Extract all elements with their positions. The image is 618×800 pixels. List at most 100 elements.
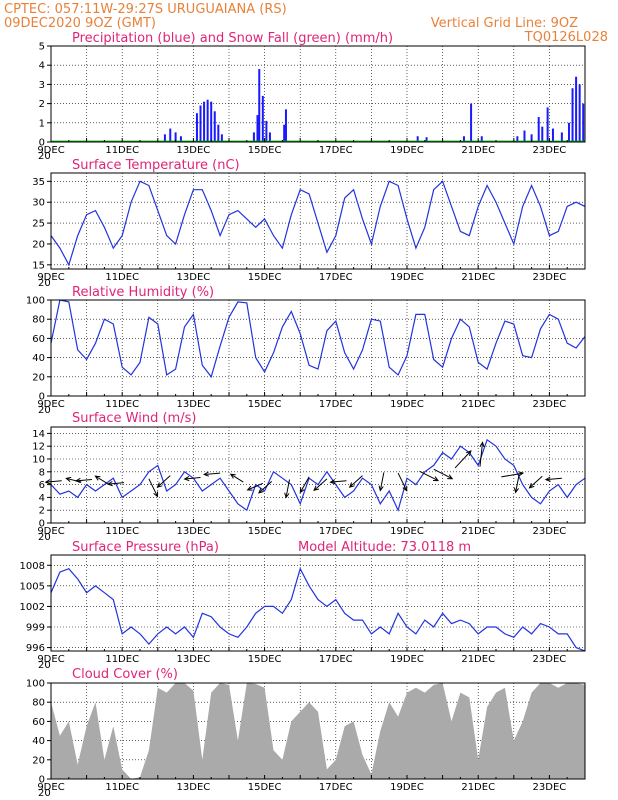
y-tick-label: 80 — [32, 698, 45, 709]
wind-arrow — [379, 472, 385, 491]
wind-arrow-head — [447, 474, 454, 480]
cloud-cover-area — [51, 683, 585, 779]
y-tick-label: 60 — [32, 717, 45, 728]
y-tick-label: 1008 — [20, 561, 45, 572]
wind-arrow — [285, 479, 291, 498]
x-year-label: 20 — [38, 532, 51, 543]
y-tick-label: 14 — [32, 429, 45, 440]
series-line — [50, 180, 586, 267]
wind-arrow — [75, 478, 92, 482]
wind-arrow-head — [513, 487, 519, 494]
x-tick-label: 15DEC — [248, 654, 282, 665]
precipitation-bar — [268, 132, 271, 142]
x-tick-label: 21DEC — [461, 782, 495, 793]
y-tick-label: 5 — [39, 42, 45, 53]
x-tick-label: 23DEC — [533, 654, 567, 665]
y-tick-label: 80 — [32, 315, 45, 326]
x-tick-label: 13DEC — [177, 782, 211, 793]
wind-arrow — [247, 482, 264, 491]
y-tick-label: 20 — [32, 239, 45, 250]
precipitation-bar — [425, 137, 428, 142]
x-tick-label: 15DEC — [248, 782, 282, 793]
y-tick-label: 30 — [32, 198, 45, 209]
precipitation-bar — [284, 109, 287, 142]
precipitation-bar — [174, 132, 177, 142]
precipitation-bar — [258, 69, 261, 142]
y-tick-label: 12 — [32, 442, 45, 453]
y-tick-label: 0 — [39, 519, 45, 530]
x-tick-label: 11DEC — [105, 272, 139, 283]
wind-arrow-head — [348, 482, 355, 488]
x-year-label: 20 — [38, 405, 51, 416]
y-tick-label: 1 — [39, 118, 45, 129]
wind-arrow-head — [246, 485, 253, 491]
y-tick-label: 0 — [39, 392, 45, 403]
y-tick-label: 4 — [39, 493, 45, 504]
x-tick-label: 21DEC — [461, 399, 495, 410]
precipitation-bar — [551, 128, 554, 142]
wind-title: Surface Wind (m/s) — [72, 411, 196, 426]
pressure-panel: Surface Pressure (hPa) Model Altitude: 7… — [20, 540, 586, 671]
x-tick-label: 17DEC — [319, 654, 353, 665]
x-tick-label: 15DEC — [248, 272, 282, 283]
y-tick-label: 4 — [39, 61, 45, 72]
plot-frame — [50, 299, 586, 397]
model-code: TQ0126L028 — [524, 30, 608, 45]
wind-arrow — [330, 480, 347, 483]
precipitation-panel: Precipitation (blue) and Snow Fall (gree… — [37, 31, 586, 162]
wind-panel: Surface Wind (m/s) 0 2 4 6 810 12 14 9DEC 11DEC 1… — [32, 411, 586, 543]
y-tick-label: 2 — [39, 99, 45, 110]
precipitation-bar — [261, 95, 264, 142]
precipitation-bar — [217, 124, 220, 142]
station-header: CPTEC: 057:11W-29:27S URUGUAIANA (RS) — [4, 2, 287, 17]
x-tick-label: 9DEC — [37, 272, 64, 283]
precipitation-bar — [265, 120, 268, 142]
y-tick-label: 1005 — [20, 581, 45, 592]
y-tick-label: 35 — [32, 177, 45, 188]
x-tick-label: 23DEC — [533, 526, 567, 537]
x-tick-label: 23DEC — [533, 272, 567, 283]
x-tick-label: 11DEC — [105, 782, 139, 793]
x-tick-label: 19DEC — [390, 654, 424, 665]
wind-arrow-head — [203, 471, 209, 477]
x-year-label: 20 — [38, 660, 51, 671]
wind-plot: 0 2 4 6 810 12 14 9DEC 11DEC 13DEC 15DEC 17DEC 19DEC… — [32, 426, 586, 543]
y-tick-label: 10 — [32, 455, 45, 466]
wind-arrow-head — [153, 491, 158, 498]
wind-arrow — [107, 482, 125, 485]
wind-arrow-head — [74, 477, 81, 484]
wind-arrow-head — [284, 492, 290, 499]
wind-arrow — [230, 473, 244, 483]
x-tick-label: 17DEC — [319, 145, 353, 156]
x-tick-label: 13DEC — [177, 272, 211, 283]
run-header: 09DEC2020 9OZ (GMT) — [4, 16, 156, 31]
x-tick-label: 17DEC — [319, 399, 353, 410]
wind-arrow — [349, 475, 363, 488]
precipitation-bar — [470, 103, 473, 142]
x-tick-label: 11DEC — [105, 399, 139, 410]
x-tick-label: 19DEC — [390, 145, 424, 156]
wind-arrow — [45, 480, 62, 483]
precipitation-bar — [256, 115, 259, 142]
y-tick-label: 25 — [32, 219, 45, 230]
y-tick-label: 2 — [39, 506, 45, 517]
wind-arrow-head — [518, 471, 525, 477]
precipitation-bar — [203, 101, 206, 142]
plot-frame — [50, 554, 586, 652]
humidity-title: Relative Humidity (%) — [72, 285, 214, 300]
precipitation-bar — [195, 113, 198, 142]
precipitation-bar — [537, 117, 540, 142]
y-tick-label: 6 — [39, 480, 45, 491]
humidity-panel: Relative Humidity (%) 0 20 40 60 80 100 9DEC 11… — [26, 285, 586, 416]
x-tick-label: 21DEC — [461, 526, 495, 537]
cloud-plot: 0 20 40 60 80 100 9DEC 11DEC 13DEC 15DEC 17DEC 19DE… — [26, 679, 586, 799]
x-tick-label: 21DEC — [461, 654, 495, 665]
x-tick-label: 9DEC — [37, 782, 64, 793]
y-tick-label: 0 — [39, 138, 45, 149]
wind-arrow — [204, 472, 221, 475]
precipitation-bar — [530, 134, 533, 142]
wind-arrow-head — [156, 482, 163, 488]
x-tick-label: 11DEC — [105, 526, 139, 537]
